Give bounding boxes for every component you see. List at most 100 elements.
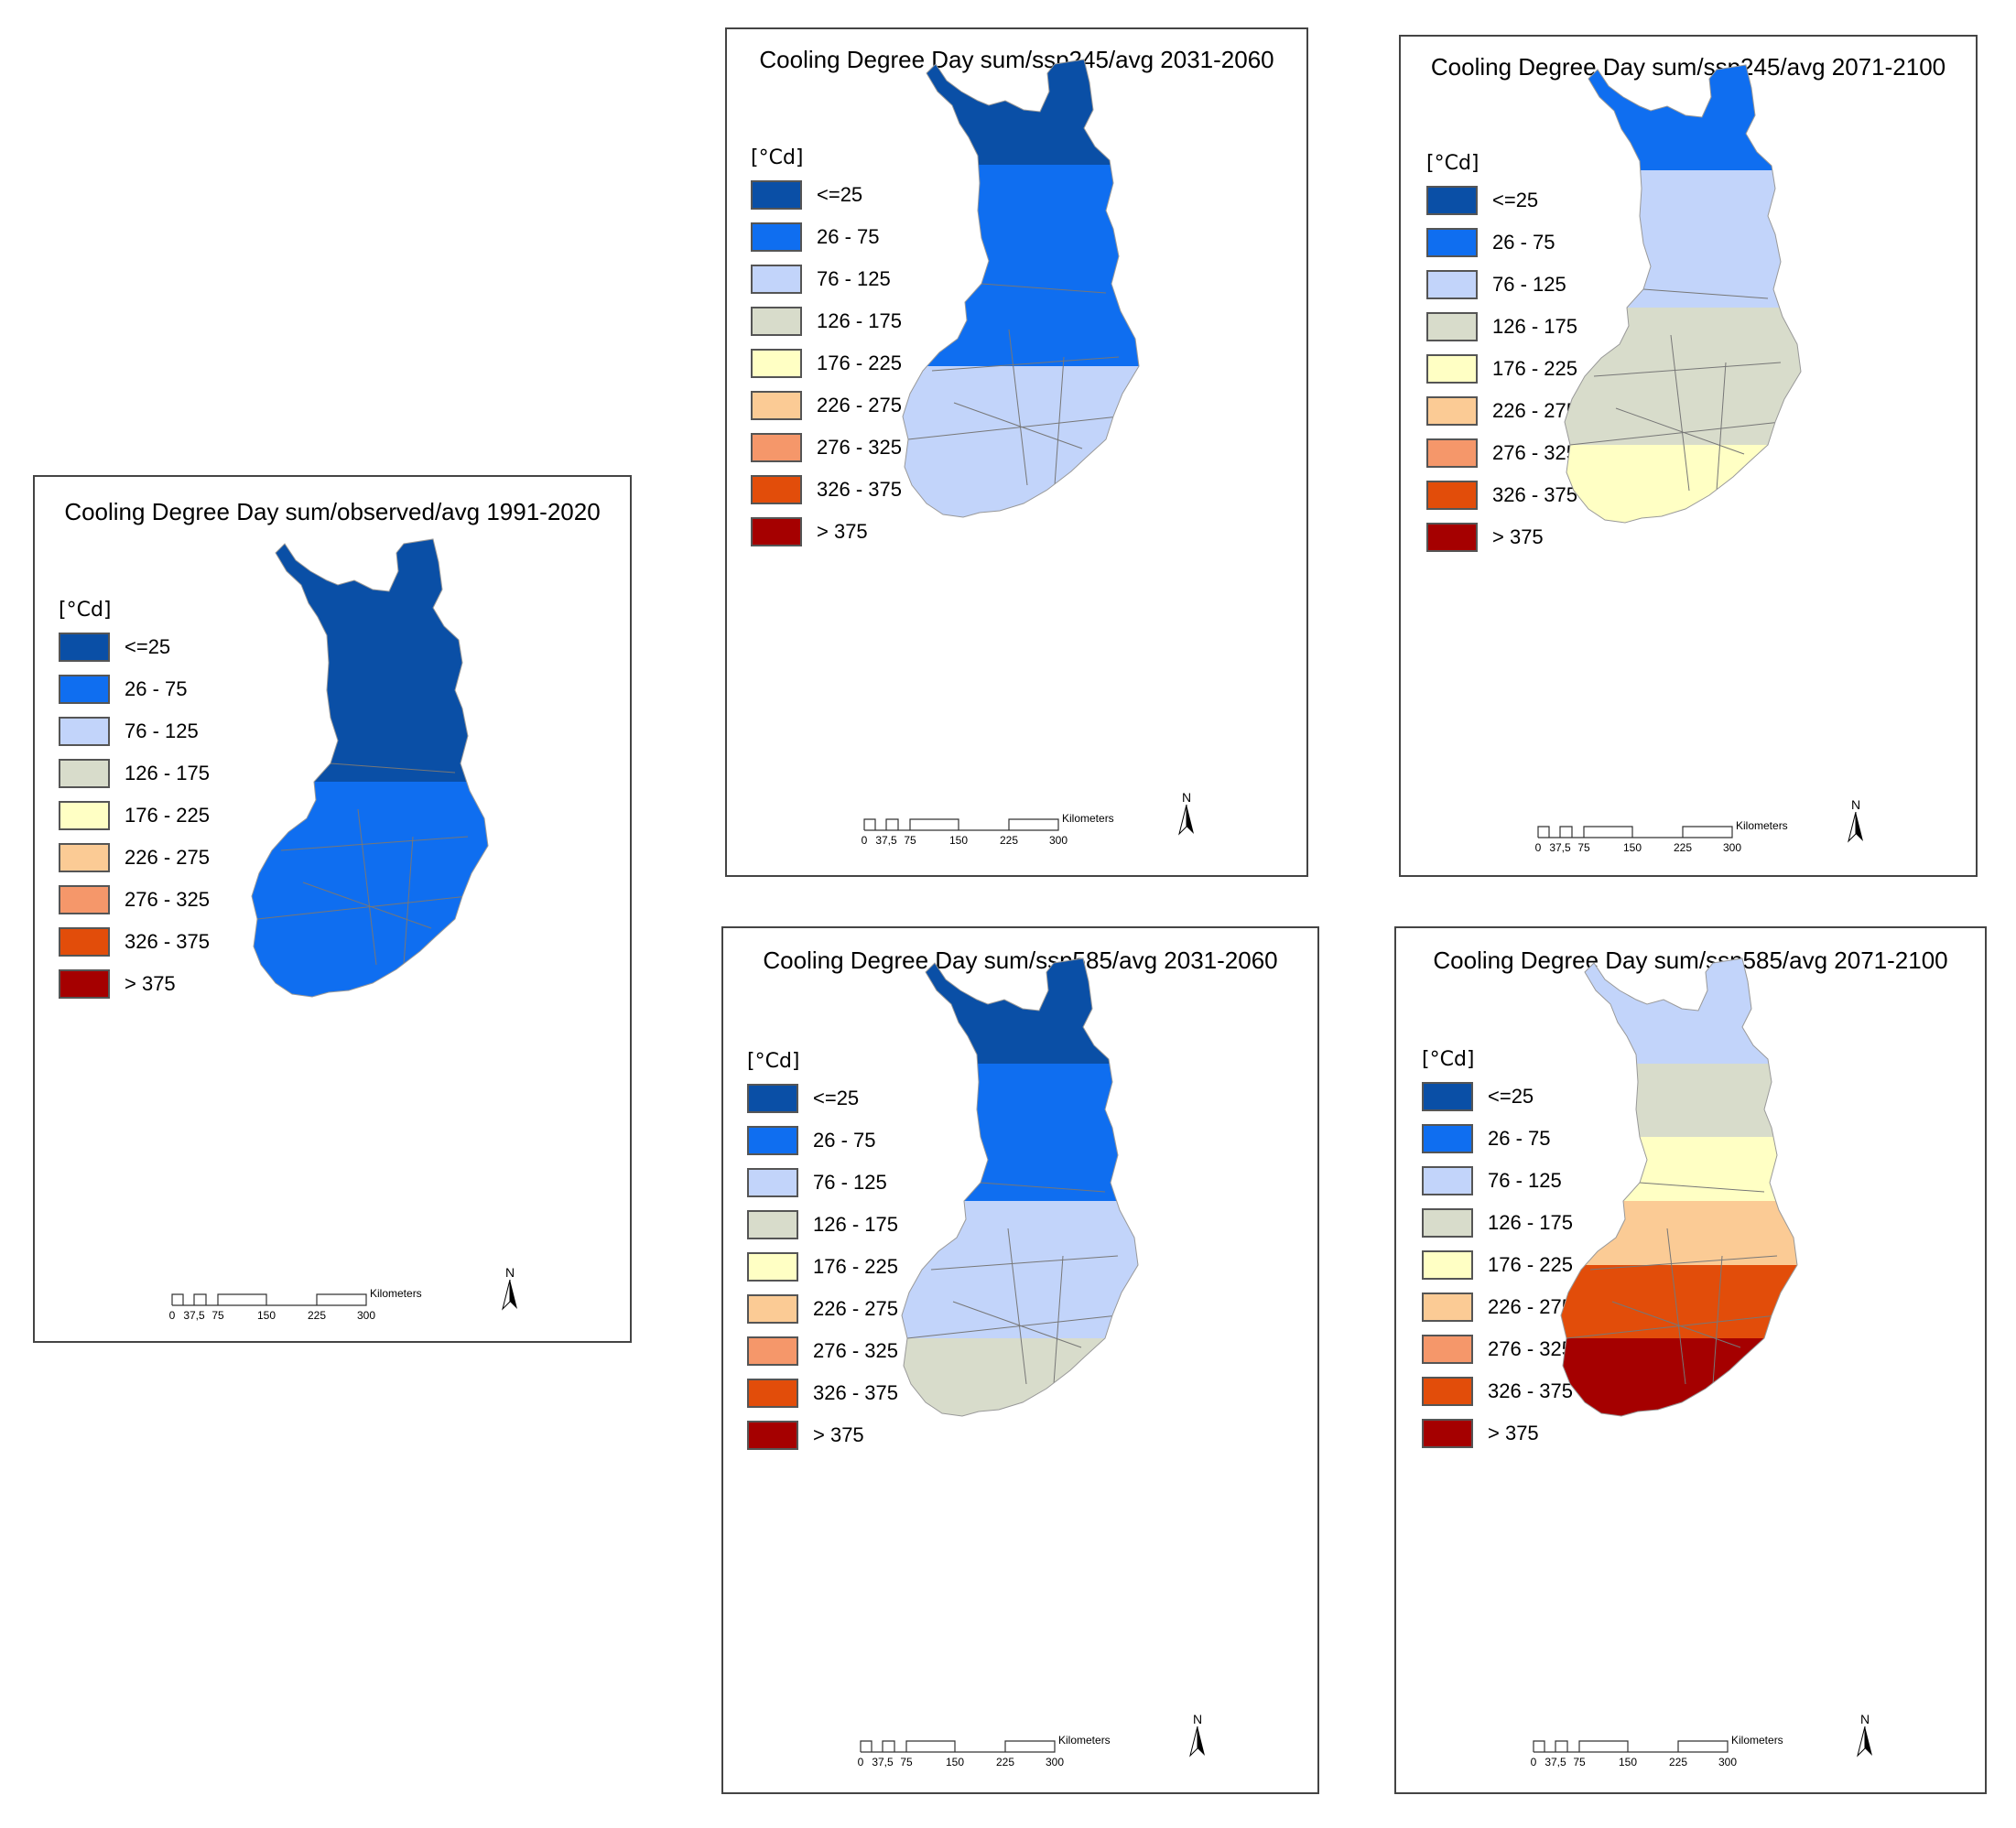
- region-boundary: [1670, 334, 1690, 492]
- finland-map: [902, 59, 1140, 518]
- scale-tick-label: 225: [1668, 1756, 1688, 1769]
- legend-label: 126 - 175: [125, 762, 210, 784]
- legend-swatch: [59, 969, 110, 999]
- scale-tick-label: 150: [1618, 1756, 1638, 1769]
- legend: [°Cd] <=25 26 - 75 76 - 125 126 - 175 176 - 2…: [1426, 152, 1577, 563]
- legend-swatch: [747, 1336, 798, 1366]
- finland-map: [901, 957, 1139, 1417]
- north-arrow-graphic: [1189, 1725, 1205, 1758]
- scale-tick-label: 300: [1048, 834, 1068, 847]
- scale-unit-label: Kilometers: [1062, 812, 1114, 825]
- region-boundary: [1008, 329, 1028, 486]
- region-boundary: [906, 1314, 1119, 1339]
- legend-swatch: [747, 1168, 798, 1197]
- region-boundary: [930, 1255, 1119, 1271]
- region-boundary: [1611, 1301, 1741, 1348]
- region-boundary: [1007, 1228, 1027, 1385]
- region-boundary: [1569, 421, 1782, 446]
- legend-label: 276 - 325: [1492, 441, 1577, 464]
- legend-swatch: [59, 675, 110, 704]
- region-boundary: [357, 808, 377, 966]
- panel-title: Cooling Degree Day sum/ssp245/avg 2031-2…: [759, 46, 1274, 73]
- legend-item: > 375: [1426, 521, 1577, 554]
- scale-bar: 0 37,5 75 150 225 300 Kilometers: [857, 1732, 1152, 1772]
- legend-label: 26 - 75: [813, 1129, 876, 1152]
- scale-tick-label: 150: [948, 834, 969, 847]
- scale-bar-graphic: [171, 1293, 367, 1306]
- scale-tick-label: 75: [904, 834, 916, 847]
- region-boundary: [907, 416, 1120, 440]
- legend-swatch: [747, 1294, 798, 1324]
- legend-item: 76 - 125: [751, 263, 902, 296]
- north-arrow-graphic: [1178, 804, 1194, 836]
- scale-tick-label: 300: [1718, 1756, 1738, 1769]
- map-region-band: [903, 238, 1139, 302]
- north-label: N: [504, 1265, 515, 1280]
- legend-swatch: [59, 927, 110, 957]
- legend-swatch: [1426, 523, 1478, 552]
- legend-unit: [°Cd]: [747, 1050, 800, 1073]
- map-region-band: [903, 165, 1139, 238]
- legend-swatch: [59, 759, 110, 788]
- map-region-band: [903, 366, 1139, 439]
- scale-tick-label: 37,5: [1545, 1756, 1566, 1769]
- scale-tick-label: 75: [1573, 1756, 1586, 1769]
- legend-swatch: [1422, 1419, 1473, 1448]
- legend-swatch: [1422, 1377, 1473, 1406]
- scale-tick-label: 225: [995, 1756, 1015, 1769]
- scale-bar-graphic: [1537, 826, 1733, 838]
- legend-label: 176 - 225: [125, 804, 210, 827]
- map-region-band: [252, 718, 488, 782]
- legend-label: > 375: [1492, 525, 1544, 548]
- region-boundary: [1566, 1314, 1778, 1339]
- legend-item: 176 - 225: [1422, 1249, 1573, 1282]
- panel-title: Cooling Degree Day sum/ssp585/avg 2031-2…: [763, 946, 1278, 974]
- legend-swatch: [751, 222, 802, 252]
- legend: [°Cd] <=25 26 - 75 76 - 125 126 - 175 176 - 2…: [1422, 1048, 1573, 1459]
- legend-item: <=25: [751, 178, 902, 211]
- scale-tick-label: 75: [1577, 841, 1590, 854]
- region-boundary: [256, 895, 469, 920]
- map-region-band: [1561, 1064, 1797, 1137]
- region-boundary: [1615, 407, 1745, 455]
- scale-tick-label: 37,5: [183, 1309, 205, 1322]
- legend-item: 126 - 175: [1426, 310, 1577, 343]
- finland-map: [251, 538, 489, 998]
- legend-item: 26 - 75: [59, 673, 210, 706]
- legend-swatch: [751, 517, 802, 546]
- country-outline: [1560, 957, 1798, 1417]
- legend-unit: [°Cd]: [1422, 1048, 1475, 1071]
- legend-swatch: [1426, 438, 1478, 468]
- legend-swatch: [1426, 312, 1478, 341]
- legend-label: 76 - 125: [1492, 273, 1566, 296]
- legend-swatch: [1426, 186, 1478, 215]
- north-label: N: [1181, 790, 1192, 805]
- legend-swatch: [751, 349, 802, 378]
- legend-label: 326 - 375: [1488, 1379, 1573, 1402]
- scale-bar: 0 37,5 75 150 225 300 Kilometers: [1531, 1732, 1825, 1772]
- region-boundary: [981, 283, 1107, 294]
- legend-item: 276 - 325: [1426, 437, 1577, 470]
- legend-item: 326 - 375: [1426, 479, 1577, 512]
- region-boundary: [953, 402, 1083, 449]
- scale-tick-label: 300: [1045, 1756, 1065, 1769]
- scale-bar: 0 37,5 75 150 225 300 Kilometers: [1535, 817, 1829, 858]
- legend-label: 126 - 175: [1488, 1211, 1573, 1234]
- north-label: N: [1859, 1712, 1870, 1726]
- legend-label: <=25: [125, 635, 171, 658]
- map-region-band: [1565, 308, 1801, 372]
- legend-unit: [°Cd]: [1426, 152, 1479, 175]
- legend-item: <=25: [59, 631, 210, 664]
- panel-title: Cooling Degree Day sum/ssp585/avg 2071-2…: [1433, 946, 1948, 974]
- scale-tick-label: 0: [857, 1756, 864, 1769]
- legend-label: 26 - 75: [817, 225, 880, 248]
- legend-swatch: [751, 433, 802, 462]
- legend-swatch: [1422, 1335, 1473, 1364]
- north-arrow-graphic: [502, 1279, 517, 1311]
- legend-swatch: [1422, 1208, 1473, 1238]
- legend-label: 126 - 175: [1492, 315, 1577, 338]
- legend-item: 176 - 225: [751, 347, 902, 380]
- map-region-band: [903, 302, 1139, 366]
- scale-tick-label: 0: [861, 834, 868, 847]
- legend-label: <=25: [1492, 189, 1539, 211]
